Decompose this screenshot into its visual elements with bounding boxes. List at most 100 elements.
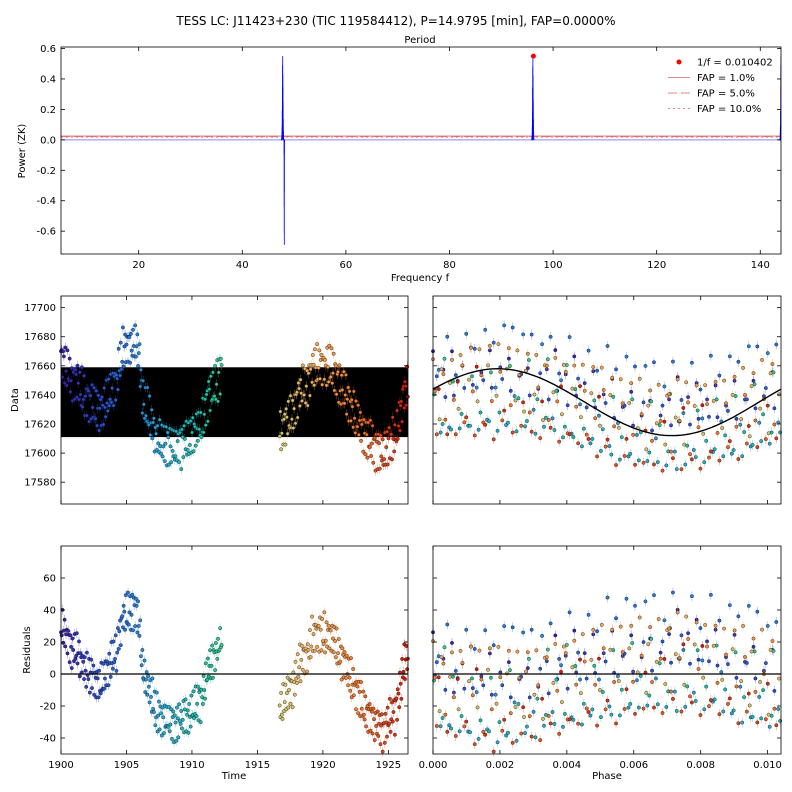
data-phase-point [660, 403, 665, 408]
residuals-phase-point [508, 695, 513, 700]
residuals-phase-point [616, 674, 620, 679]
data-phase-panel [431, 295, 783, 505]
residuals-phase-point [683, 705, 688, 709]
data-time-point [327, 343, 332, 348]
residuals-time-point [113, 657, 117, 661]
data-time-point [106, 377, 111, 381]
data-phase-point [624, 354, 629, 359]
residuals-time-point [82, 677, 86, 681]
data-phase-point [448, 381, 452, 385]
data-phase-point [481, 378, 486, 383]
residuals-time-point [170, 737, 174, 741]
residuals-phase-point [590, 707, 595, 712]
data-phase-point [576, 376, 580, 381]
data-time-point [128, 360, 133, 365]
residuals-time-point [59, 633, 64, 638]
data-time-point [83, 394, 88, 399]
residuals-phase-point [610, 627, 615, 632]
residuals-phase-point [445, 729, 450, 734]
data-phase-point [548, 425, 553, 430]
residuals-phase-point [616, 679, 621, 683]
residuals-phase-point [541, 716, 545, 721]
residuals-phase-point [677, 656, 682, 660]
residuals-time-point [131, 628, 135, 633]
residuals-phase-point [595, 629, 599, 634]
residuals-phase-point [464, 627, 469, 632]
residuals-time-point [98, 691, 103, 696]
residuals-phase-point [491, 643, 496, 648]
residuals-phase-point [673, 652, 678, 657]
data-phase-point [709, 353, 713, 358]
periodogram-xtick-label: 60 [340, 260, 353, 271]
residuals-time-point [198, 720, 203, 725]
data-phase-point [515, 348, 520, 353]
data-time-point [346, 385, 350, 390]
residuals-phase-point [586, 612, 591, 617]
data-phase-point [597, 394, 601, 399]
data-time-point [105, 409, 110, 413]
periodogram-panel: Period 20 40 60 80 100 120 140 -0.6 -0.4 -0.2 0.0 0… [17, 35, 782, 284]
residuals-phase-point [614, 616, 618, 621]
data-phase-point [488, 343, 492, 348]
data-time-point [295, 415, 300, 420]
residuals-phase-point [496, 645, 501, 649]
data-phase-point [489, 370, 493, 375]
residuals-phase-point [561, 644, 566, 649]
data-phase-point [669, 449, 673, 454]
data-phase-point [493, 385, 498, 390]
data-phase-point [759, 439, 764, 443]
residuals-phase-point [709, 698, 713, 702]
residuals-time-point [322, 610, 327, 615]
residuals-phase-point [662, 618, 667, 623]
data-phase-point [720, 426, 725, 430]
data-phase-point [552, 428, 557, 432]
data-phase-point [574, 404, 579, 409]
residuals-phase-point [612, 680, 617, 684]
residuals-time-point [101, 661, 106, 666]
residuals-time-point [393, 732, 397, 737]
residuals-phase-point [483, 628, 488, 633]
residuals-time-point [86, 677, 91, 681]
residuals-time-point [116, 626, 120, 630]
residuals-time-point [321, 642, 326, 646]
residuals-phase-point [755, 609, 760, 614]
data-phase-point [489, 399, 494, 403]
residuals-phase-point [648, 625, 653, 629]
data-phase-point [753, 406, 758, 411]
residuals-phase-point [464, 719, 469, 724]
data-time-point [377, 441, 381, 446]
data-time-point [147, 394, 152, 398]
data-phase-point [436, 387, 441, 391]
data-time-point [211, 370, 215, 375]
data-time-point [191, 449, 196, 454]
data-time-point [133, 323, 138, 328]
residuals-phase-point [502, 717, 507, 722]
data-phase-point [712, 447, 717, 452]
residuals-phase-point [578, 657, 582, 662]
residuals-time-point [162, 731, 166, 735]
residuals-time-point [95, 676, 100, 681]
residuals-phase-point [664, 705, 669, 709]
data-phase-point [614, 367, 618, 372]
residuals-time-point [183, 697, 188, 702]
data-phase-point [521, 400, 526, 405]
data-phase-point [500, 377, 505, 381]
data-time-point [157, 417, 162, 422]
residuals-time-point [339, 677, 344, 682]
data-time-point [277, 434, 282, 439]
residuals-time-point [137, 633, 142, 638]
data-time-point [364, 432, 369, 437]
data-phase-point [755, 344, 760, 349]
residuals-time-point [300, 643, 304, 648]
residuals-phase-point [626, 705, 631, 710]
residuals-time-point [143, 690, 148, 695]
residuals-phase-point [704, 684, 709, 689]
data-phase-point [671, 359, 675, 364]
data-time-point [145, 385, 150, 390]
residuals-phase-point [630, 641, 635, 645]
data-phase-point [741, 365, 745, 370]
data-time-point [395, 437, 400, 441]
data-phase-point [641, 400, 646, 405]
residuals-time-point [313, 648, 317, 653]
residuals-time-point [157, 699, 161, 704]
